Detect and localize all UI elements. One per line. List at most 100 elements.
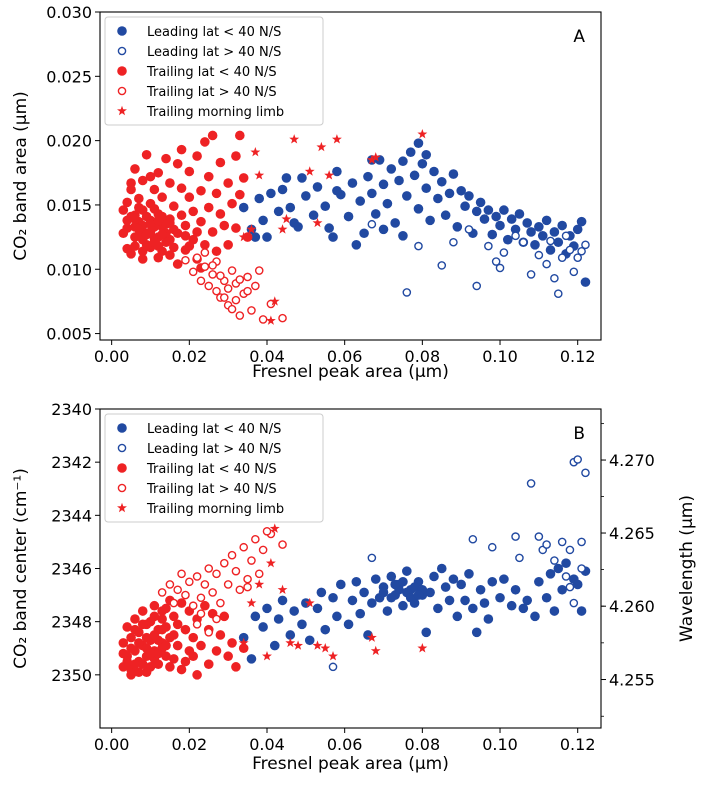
data-point bbox=[196, 609, 206, 618]
data-point bbox=[238, 632, 249, 643]
data-point bbox=[304, 166, 315, 176]
series-0 bbox=[238, 558, 591, 664]
data-point bbox=[130, 624, 140, 635]
data-point bbox=[572, 224, 583, 235]
data-point bbox=[216, 271, 225, 280]
data-point bbox=[219, 293, 229, 302]
data-point bbox=[211, 646, 222, 656]
data-point bbox=[580, 277, 591, 287]
data-point bbox=[149, 600, 160, 611]
data-point bbox=[444, 595, 455, 606]
data-point bbox=[208, 588, 217, 597]
data-point bbox=[126, 178, 136, 188]
data-point bbox=[308, 210, 319, 221]
y-tick-label: 0.020 bbox=[46, 132, 92, 151]
data-point bbox=[149, 630, 160, 640]
data-point bbox=[549, 606, 560, 616]
data-point bbox=[273, 614, 284, 624]
x-tick-label: 0.12 bbox=[560, 735, 596, 754]
data-point bbox=[468, 534, 478, 544]
data-point bbox=[188, 632, 199, 643]
legend-box bbox=[104, 16, 324, 126]
data-point bbox=[215, 157, 226, 168]
data-point bbox=[429, 571, 439, 582]
data-point bbox=[188, 206, 199, 217]
data-point bbox=[304, 635, 315, 646]
data-point bbox=[215, 209, 226, 219]
data-point bbox=[366, 632, 377, 642]
legend-label: Trailing morning limb bbox=[146, 502, 284, 517]
y-tick-label: 0.010 bbox=[46, 260, 92, 279]
data-point bbox=[204, 628, 214, 637]
data-point bbox=[405, 147, 416, 158]
data-point bbox=[429, 166, 439, 177]
data-point bbox=[577, 564, 586, 573]
data-point bbox=[479, 214, 490, 224]
x-tick-label: 0.04 bbox=[249, 347, 285, 366]
legend-marker bbox=[117, 105, 127, 116]
data-point bbox=[227, 550, 237, 560]
data-point bbox=[386, 164, 397, 174]
data-point bbox=[216, 598, 225, 608]
data-point bbox=[180, 231, 191, 241]
data-point bbox=[238, 231, 249, 242]
data-point bbox=[238, 637, 249, 648]
data-point bbox=[188, 651, 199, 662]
y-tick-label: 0.025 bbox=[46, 67, 92, 86]
data-point bbox=[577, 537, 586, 547]
data-point bbox=[192, 253, 202, 262]
series-3 bbox=[157, 526, 287, 637]
data-point bbox=[258, 315, 268, 324]
x-tick-label: 0.12 bbox=[560, 347, 596, 366]
data-point bbox=[176, 210, 187, 221]
data-point bbox=[269, 523, 280, 533]
data-point bbox=[231, 295, 241, 305]
data-point bbox=[254, 193, 265, 204]
data-point bbox=[145, 219, 156, 230]
data-point bbox=[433, 603, 443, 614]
x-tick-label: 0.00 bbox=[94, 347, 130, 366]
data-point bbox=[192, 670, 202, 680]
data-point bbox=[409, 170, 420, 181]
data-point bbox=[181, 590, 190, 600]
data-point bbox=[192, 620, 202, 629]
data-point bbox=[246, 654, 257, 664]
data-point bbox=[557, 584, 567, 595]
data-point bbox=[196, 640, 206, 651]
data-point bbox=[223, 240, 233, 250]
data-point bbox=[281, 173, 292, 183]
data-point bbox=[394, 175, 404, 186]
data-point bbox=[546, 236, 555, 246]
legend-label: Trailing morning limb bbox=[146, 105, 284, 120]
data-point bbox=[347, 178, 358, 188]
data-point bbox=[312, 603, 323, 614]
data-point bbox=[122, 243, 132, 254]
data-point bbox=[231, 662, 241, 672]
legend-label: Leading lat > 40 N/S bbox=[147, 45, 281, 60]
data-point bbox=[262, 526, 272, 536]
data-point bbox=[258, 545, 268, 555]
data-point bbox=[172, 619, 183, 630]
series-4 bbox=[234, 129, 428, 325]
data-point bbox=[359, 587, 369, 598]
data-point bbox=[460, 595, 470, 606]
data-point bbox=[437, 261, 447, 270]
data-point bbox=[483, 205, 494, 215]
data-point bbox=[297, 173, 307, 183]
data-point bbox=[235, 585, 245, 595]
data-point bbox=[231, 151, 241, 161]
data-point bbox=[137, 606, 148, 616]
data-point bbox=[149, 237, 160, 248]
data-point bbox=[196, 185, 206, 196]
data-point bbox=[165, 580, 175, 589]
data-point bbox=[168, 630, 179, 640]
data-point bbox=[212, 569, 221, 579]
data-point bbox=[289, 134, 300, 144]
data-point bbox=[526, 479, 536, 488]
data-point bbox=[273, 206, 284, 217]
data-point bbox=[250, 147, 261, 157]
data-point bbox=[398, 156, 408, 167]
data-point bbox=[161, 153, 171, 164]
data-point bbox=[243, 272, 252, 282]
data-point bbox=[382, 606, 393, 616]
